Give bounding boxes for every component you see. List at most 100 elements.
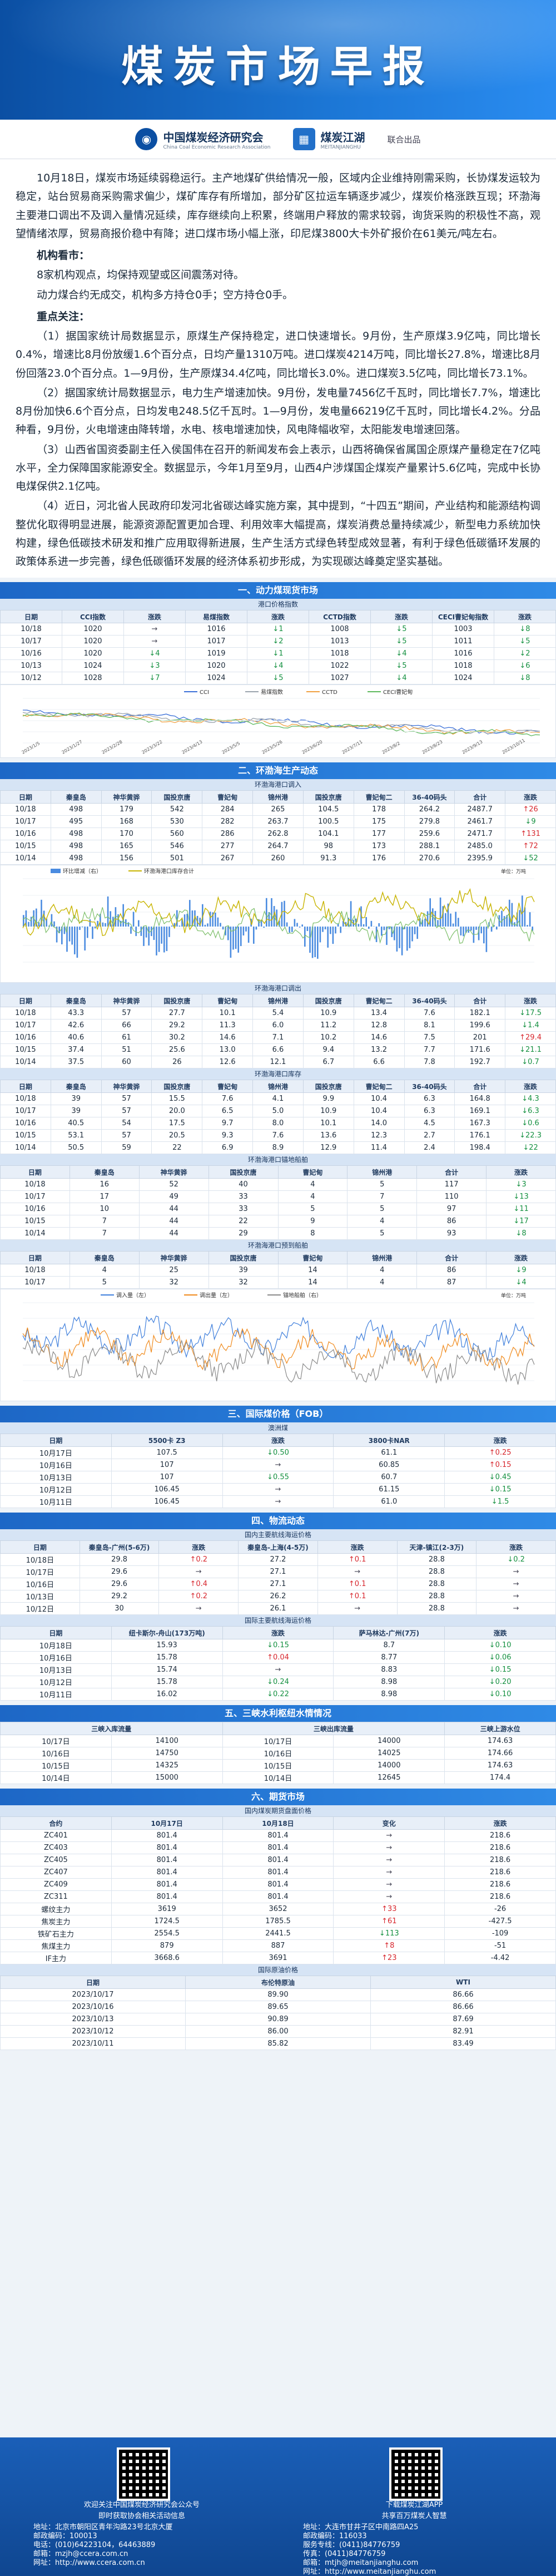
table-cell: 4 (277, 1178, 348, 1191)
table-cell: 10/14 (0, 852, 51, 865)
web1[interactable]: 网址：http://www.ccera.com.cn (33, 2559, 145, 2567)
change-bar (452, 923, 454, 927)
table-cell: ZC401 (0, 1829, 112, 1843)
table-cell: 104.5 (302, 803, 354, 816)
change-bar (135, 927, 137, 937)
table-cell: ↓2 (247, 635, 309, 648)
table-cell: ↓13 (486, 1190, 556, 1204)
table-cell: 铁矿石主力 (0, 1927, 112, 1940)
change-bar (490, 927, 493, 932)
futures-table: 合约 10月17日 10月18日 变化 涨跌 ZC401 801.4 801.4 → 218.6 Z… (0, 1816, 556, 1965)
x-tick-label: 2023/8/23 (421, 740, 444, 755)
change-bar (258, 919, 260, 927)
table-cell: ↓0.10 (444, 1639, 556, 1652)
column-header: 神华黄骅 (101, 790, 152, 804)
table-row: 2023/10/17 89.90 86.66 (0, 1988, 556, 2002)
table-cell: 218.6 (444, 1841, 556, 1855)
table-cell: 801.4 (111, 1841, 223, 1855)
mail1[interactable]: 邮箱：mzjh@ccera.com.cn (33, 2550, 128, 2558)
table-cell: ↓113 (333, 1927, 445, 1940)
app-qr-code[interactable] (389, 2447, 443, 2501)
org1-en: China Coal Economic Research Association (163, 144, 271, 150)
web2[interactable]: 网址：http://www.meitanjianghu.com (303, 2568, 436, 2576)
column-header: 布伦特原油 (185, 1976, 371, 1989)
change-bar (498, 915, 500, 927)
change-bar (191, 910, 193, 927)
change-bar (496, 927, 498, 930)
table-cell: 174.66 (444, 1747, 556, 1760)
table-cell: ↑0.04 (222, 1651, 334, 1664)
table-cell: ↑0.2 (158, 1590, 239, 1603)
column-header: 曹妃甸 (202, 994, 254, 1008)
change-bar (46, 919, 47, 927)
column-header: 日期 (0, 1434, 112, 1447)
change-bar (56, 927, 58, 943)
table-cell: 25 (138, 1264, 209, 1277)
mail2[interactable]: 邮箱：mtjh@meitanjianghu.com (303, 2559, 419, 2567)
table-cell: 10.1 (302, 1117, 354, 1130)
table-cell: 10月13日 (0, 1663, 112, 1677)
table-row: ZC409 801.4 801.4 → 218.6 (0, 1878, 556, 1892)
table-cell: ↓9 (486, 1264, 556, 1277)
association-qr-code[interactable] (117, 2447, 170, 2501)
column-header: 36-40码头 (404, 994, 455, 1008)
table-cell: 164.8 (454, 1092, 506, 1106)
table-cell: 2.7 (404, 1129, 455, 1142)
column-header: 锦州港 (347, 1251, 418, 1265)
change-bar (363, 924, 365, 927)
table-cell: 7 (69, 1215, 140, 1228)
table-cell: 801.4 (111, 1829, 223, 1843)
change-bar (220, 923, 221, 927)
change-bar (388, 927, 390, 929)
column-header: 涨跌 (486, 1165, 556, 1179)
table-cell: 焦炭主力 (0, 1915, 112, 1928)
table-cell: 10/14日 (222, 1771, 334, 1785)
change-bar (416, 927, 418, 939)
change-bar (360, 906, 362, 927)
table-cell: 10/17日 (0, 1565, 80, 1579)
org1-logo: ◉ 中国煤炭经济研究会 China Coal Economic Research… (135, 128, 271, 150)
change-bar (105, 923, 106, 927)
change-bar (204, 925, 206, 927)
table-cell: 495 (50, 815, 102, 829)
table-cell: → (222, 1459, 334, 1472)
table-cell: 8.9 (252, 1141, 304, 1155)
change-bar (396, 927, 398, 952)
change-bar (475, 927, 477, 930)
table-cell: 10/14日 (0, 1771, 112, 1785)
table-cell: 1018 (432, 659, 494, 673)
table-cell: ↓4 (370, 672, 433, 685)
section-1-title: 一、动力煤现货市场 (0, 582, 556, 599)
table-cell: ↓0.15 (444, 1483, 556, 1496)
change-bar (401, 927, 403, 955)
change-bar (429, 898, 431, 927)
change-bar (63, 927, 66, 934)
change-bar (122, 904, 124, 927)
column-header: 易煤指数 (185, 610, 247, 624)
table-cell: 10/16 (0, 1203, 70, 1216)
table-cell: 530 (151, 815, 203, 829)
table-cell: 44 (138, 1203, 209, 1216)
table-row: 10月11日 106.45 → 61.0 ↓1.5 (0, 1495, 556, 1509)
table-cell: 8 (277, 1227, 348, 1240)
table-cell: ↓2 (494, 647, 556, 661)
international-price-table: 日期 5500卡 Z3 涨跌 3800卡NAR 涨跌 10月17日 107.5 ↓0.50 61… (0, 1434, 556, 1509)
table-cell: 168 (101, 815, 152, 829)
change-bar (168, 927, 170, 938)
column-header: 国投京唐 (151, 994, 203, 1008)
table-cell: ↑26 (505, 803, 556, 816)
table-cell: 12.8 (353, 1019, 405, 1032)
table-cell: 30 (79, 1602, 160, 1615)
table-row: 10/17日 29.6 → 27.1 → 28.8 → (0, 1565, 556, 1579)
table-cell: 9.9 (302, 1092, 354, 1106)
table-cell: 1024 (185, 672, 247, 685)
table-cell: → (222, 1663, 334, 1677)
column-header: 涨跌 (247, 610, 309, 624)
column-header: 变化 (333, 1816, 445, 1830)
table-cell: 8.98 (333, 1676, 445, 1689)
table-cell: 28.8 (396, 1590, 477, 1603)
table-cell: 61.15 (333, 1483, 445, 1496)
table-cell: 14025 (333, 1747, 445, 1760)
table-cell: ↑23 (333, 1952, 445, 1965)
column-header: 10月17日 (111, 1816, 223, 1830)
